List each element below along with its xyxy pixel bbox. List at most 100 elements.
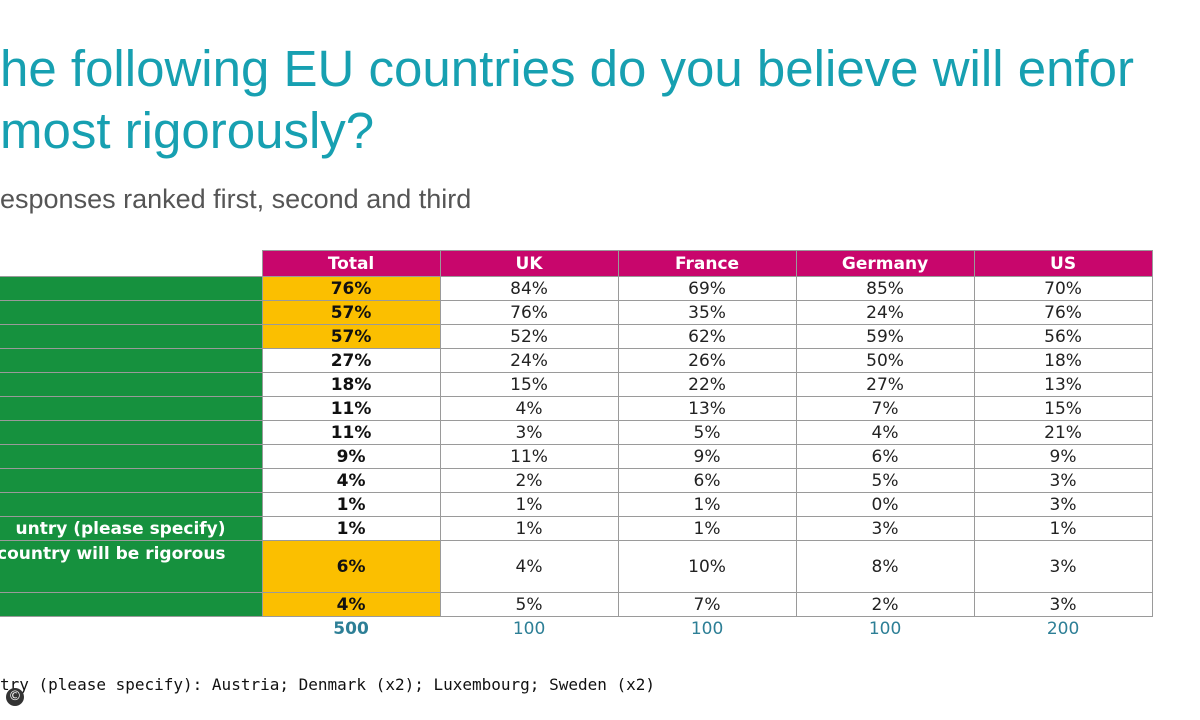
cell-us: 3% — [973, 540, 1153, 593]
cell-total: 57% — [261, 300, 441, 325]
footnote: try (please specify): Austria; Denmark (… — [0, 675, 656, 694]
cell-us: 1% — [973, 516, 1153, 541]
table-row: 4% 5% 7% 2% 3% — [0, 592, 1153, 617]
row-label — [0, 444, 263, 469]
base-france: 100 — [690, 619, 724, 639]
row-label — [0, 372, 263, 397]
col-header-germany: Germany — [795, 250, 975, 277]
table-row: 11% 4% 13% 7% 15% — [0, 396, 1153, 421]
table-row: 76% 84% 69% 85% 70% — [0, 276, 1153, 301]
cell-us: 13% — [973, 372, 1153, 397]
cell-total: 18% — [261, 372, 441, 397]
cell-germany: 50% — [795, 348, 975, 373]
col-header-total: Total — [261, 250, 441, 277]
cell-france: 1% — [617, 516, 797, 541]
cell-germany: 5% — [795, 468, 975, 493]
cell-us: 18% — [973, 348, 1153, 373]
row-label — [0, 276, 263, 301]
cell-us: 3% — [973, 468, 1153, 493]
base-row-spacer — [0, 616, 263, 641]
row-label — [0, 348, 263, 373]
table-row: 4% 2% 6% 5% 3% — [0, 468, 1153, 493]
table-row: 11% 3% 5% 4% 21% — [0, 420, 1153, 445]
cell-france: 22% — [617, 372, 797, 397]
cell-uk: 15% — [439, 372, 619, 397]
title-line-2: most rigorously? — [0, 102, 375, 159]
cell-uk: 24% — [439, 348, 619, 373]
cell-germany: 6% — [795, 444, 975, 469]
cell-france: 69% — [617, 276, 797, 301]
cell-total: 57% — [261, 324, 441, 349]
col-header-france: France — [617, 250, 797, 277]
cell-total: 4% — [261, 468, 441, 493]
cell-us: 9% — [973, 444, 1153, 469]
cell-france: 1% — [617, 492, 797, 517]
cell-germany: 24% — [795, 300, 975, 325]
cell-us: 3% — [973, 592, 1153, 617]
row-label — [0, 468, 263, 493]
cell-germany: 59% — [795, 324, 975, 349]
row-label: untry (please specify) — [0, 516, 263, 541]
table-body: 76% 84% 69% 85% 70% 57% 76% 35% 24% 76% 57% 52% 62% 5… — [0, 276, 1153, 641]
cell-germany: 7% — [795, 396, 975, 421]
col-header-us: US — [973, 250, 1153, 277]
cell-total: 11% — [261, 396, 441, 421]
header-row: Total UK France Germany US — [0, 250, 1153, 277]
cell-uk: 2% — [439, 468, 619, 493]
cell-germany: 2% — [795, 592, 975, 617]
cell-uk: 5% — [439, 592, 619, 617]
cell-total: 11% — [261, 420, 441, 445]
cell-france: 35% — [617, 300, 797, 325]
row-label — [0, 420, 263, 445]
cell-uk: 1% — [439, 492, 619, 517]
cell-france: 10% — [617, 540, 797, 593]
cell-france: 7% — [617, 592, 797, 617]
cell-germany: 8% — [795, 540, 975, 593]
row-label — [0, 324, 263, 349]
cell-us: 56% — [973, 324, 1153, 349]
cell-france: 9% — [617, 444, 797, 469]
row-label — [0, 300, 263, 325]
cell-total: 1% — [261, 492, 441, 517]
base-uk: 100 — [512, 619, 546, 639]
cell-france: 5% — [617, 420, 797, 445]
cell-total: 6% — [261, 540, 441, 593]
cell-total: 4% — [261, 592, 441, 617]
cell-total: 27% — [261, 348, 441, 373]
cell-us: 15% — [973, 396, 1153, 421]
cell-uk: 84% — [439, 276, 619, 301]
row-label — [0, 592, 263, 617]
cell-us: 70% — [973, 276, 1153, 301]
base-germany: 100 — [868, 619, 902, 639]
cell-us: 21% — [973, 420, 1153, 445]
results-table: Total UK France Germany US 76% 84% 69% 85% 7… — [0, 250, 1153, 641]
cell-uk: 3% — [439, 420, 619, 445]
row-label — [0, 492, 263, 517]
cell-france: 13% — [617, 396, 797, 421]
cell-uk: 76% — [439, 300, 619, 325]
table-row: country will be rigorous 6% 4% 10% 8% 3% — [0, 540, 1153, 593]
table-row: 18% 15% 22% 27% 13% — [0, 372, 1153, 397]
table-row: 9% 11% 9% 6% 9% — [0, 444, 1153, 469]
header-corner — [0, 250, 263, 277]
cell-germany: 3% — [795, 516, 975, 541]
cell-uk: 11% — [439, 444, 619, 469]
base-total: 500 — [333, 619, 369, 639]
cell-france: 6% — [617, 468, 797, 493]
cell-france: 26% — [617, 348, 797, 373]
title-line-1: he following EU countries do you believe… — [0, 40, 1134, 97]
cell-germany: 0% — [795, 492, 975, 517]
base-row: 500 100 100 100 200 — [0, 616, 1152, 641]
table-row: 1% 1% 1% 0% 3% — [0, 492, 1153, 517]
col-header-uk: UK — [439, 250, 619, 277]
base-us: 200 — [1046, 619, 1080, 639]
row-label: country will be rigorous — [0, 540, 263, 593]
cell-uk: 4% — [439, 540, 619, 593]
cell-us: 76% — [973, 300, 1153, 325]
cell-france: 62% — [617, 324, 797, 349]
copyright-icon: © — [6, 688, 24, 706]
cell-total: 1% — [261, 516, 441, 541]
cell-uk: 4% — [439, 396, 619, 421]
cell-total: 9% — [261, 444, 441, 469]
table-row: 57% 76% 35% 24% 76% — [0, 300, 1153, 325]
